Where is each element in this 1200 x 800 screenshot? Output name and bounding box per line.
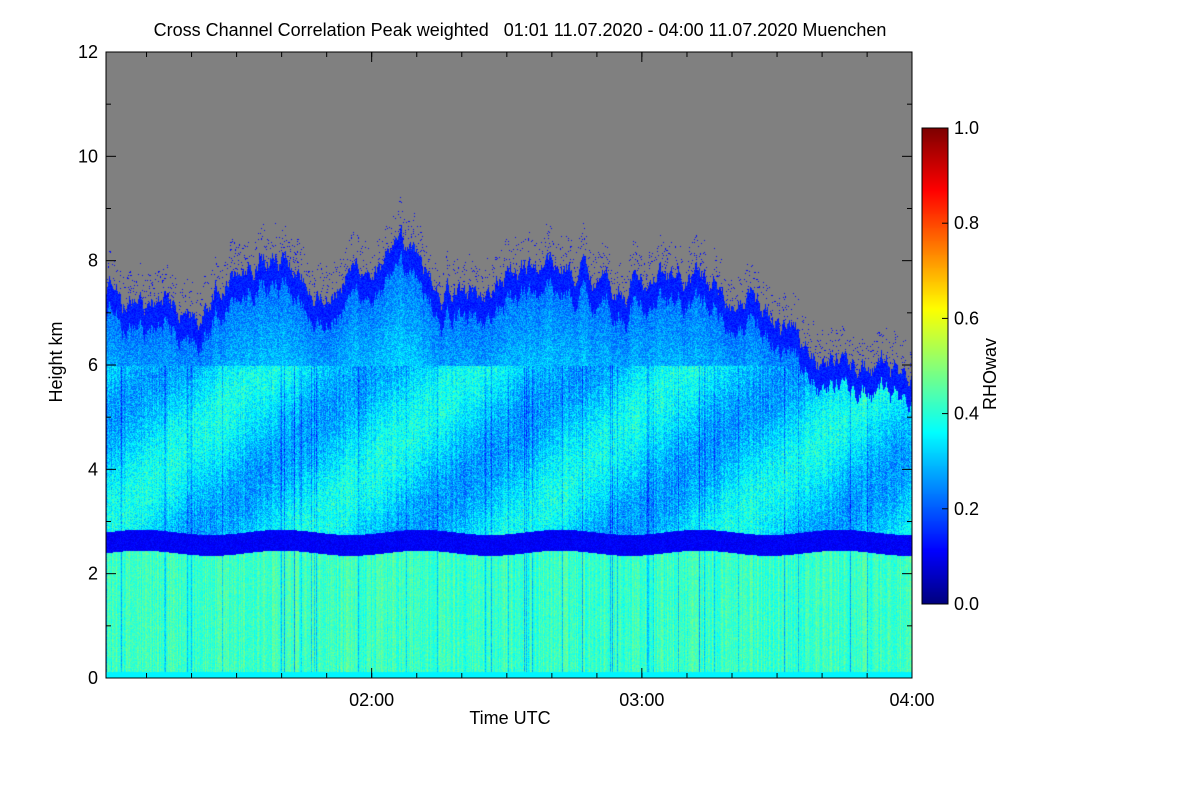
colorbar-tick-label: 1.0 (954, 118, 979, 138)
y-tick-label: 4 (88, 459, 98, 479)
y-tick-label: 12 (78, 42, 98, 62)
colorbar-label: RHOwav (980, 338, 1000, 411)
colorbar-tick-label: 0.4 (954, 404, 979, 424)
colorbar-tick-label: 0.2 (954, 499, 979, 519)
y-axis: 0 2 4 6 8 10 12 (78, 42, 912, 688)
x-axis: 02:00 03:00 04:00 (146, 52, 935, 710)
y-tick-label: 2 (88, 564, 98, 584)
y-tick-label: 6 (88, 355, 98, 375)
x-tick-label: 04:00 (889, 690, 934, 710)
colorbar-axis: 0.0 0.2 0.4 0.6 0.8 1.0 (942, 118, 979, 614)
colorbar-frame (921, 127, 949, 605)
heatmap-plot-area (106, 52, 912, 678)
plot-frame (105, 51, 913, 679)
x-tick-label: 02:00 (349, 690, 394, 710)
colorbar-tick-label: 0.0 (954, 594, 979, 614)
colorbar-tick-label: 0.6 (954, 308, 979, 328)
y-tick-label: 8 (88, 251, 98, 271)
y-axis-label: Height km (46, 321, 66, 403)
y-tick-label: 0 (88, 668, 98, 688)
y-tick-label: 10 (78, 146, 98, 166)
colorbar (922, 128, 948, 604)
colorbar-tick-label: 0.8 (954, 213, 979, 233)
chart-title: Cross Channel Correlation Peak weighted … (153, 20, 887, 40)
x-axis-label: Time UTC (469, 708, 551, 728)
x-tick-label: 03:00 (619, 690, 664, 710)
